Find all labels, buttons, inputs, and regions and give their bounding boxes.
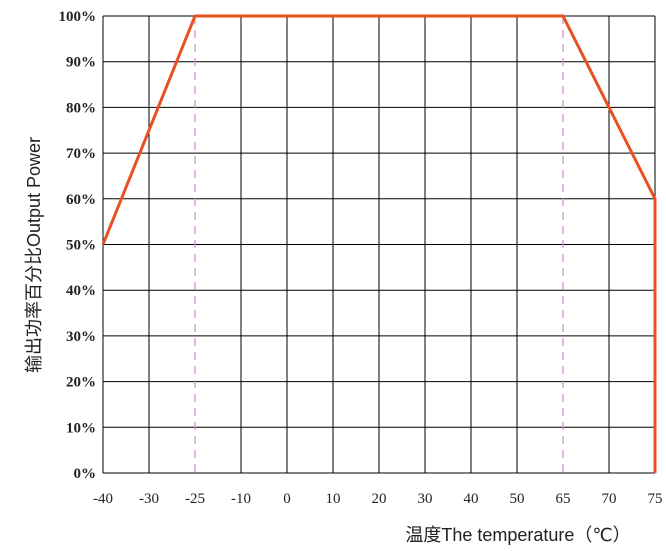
x-tick-label: -40 (93, 491, 113, 507)
y-axis-ticks: 0% 10% 20% 30% 40% 50% 60% 70% 80% 90% 100% (59, 9, 97, 482)
x-tick-label: 75 (648, 491, 663, 507)
y-tick-label: 0% (74, 466, 97, 482)
x-tick-label: 40 (464, 491, 479, 507)
x-tick-label: 30 (418, 491, 433, 507)
y-tick-label: 100% (59, 9, 97, 25)
x-tick-label: 10 (326, 491, 341, 507)
y-tick-label: 50% (66, 238, 96, 254)
x-tick-label: -10 (231, 491, 251, 507)
x-tick-label: 65 (556, 491, 571, 507)
y-tick-label: 80% (66, 100, 96, 116)
reference-lines (194, 16, 564, 473)
y-tick-label: 20% (66, 375, 96, 391)
x-tick-label: 20 (372, 491, 387, 507)
x-tick-label: -30 (139, 491, 159, 507)
x-tick-label: 70 (602, 491, 617, 507)
y-tick-label: 90% (66, 55, 96, 71)
y-tick-label: 70% (66, 146, 96, 162)
y-tick-label: 10% (66, 420, 96, 436)
y-tick-label: 30% (66, 329, 96, 345)
x-tick-label: 50 (510, 491, 525, 507)
grid (102, 15, 656, 474)
y-tick-label: 40% (66, 283, 96, 299)
y-axis-label: 输出功率百分比Output Power (24, 137, 44, 373)
x-tick-label: 0 (283, 491, 291, 507)
x-tick-label: -25 (185, 491, 205, 507)
derating-curve (101, 14, 657, 473)
y-tick-label: 60% (66, 192, 96, 208)
x-axis-label: 温度The temperature（℃） (405, 525, 630, 545)
x-axis-ticks: -40 -30 -25 -10 0 10 20 30 40 50 65 70 75 (93, 491, 663, 507)
series-layer (101, 14, 657, 473)
